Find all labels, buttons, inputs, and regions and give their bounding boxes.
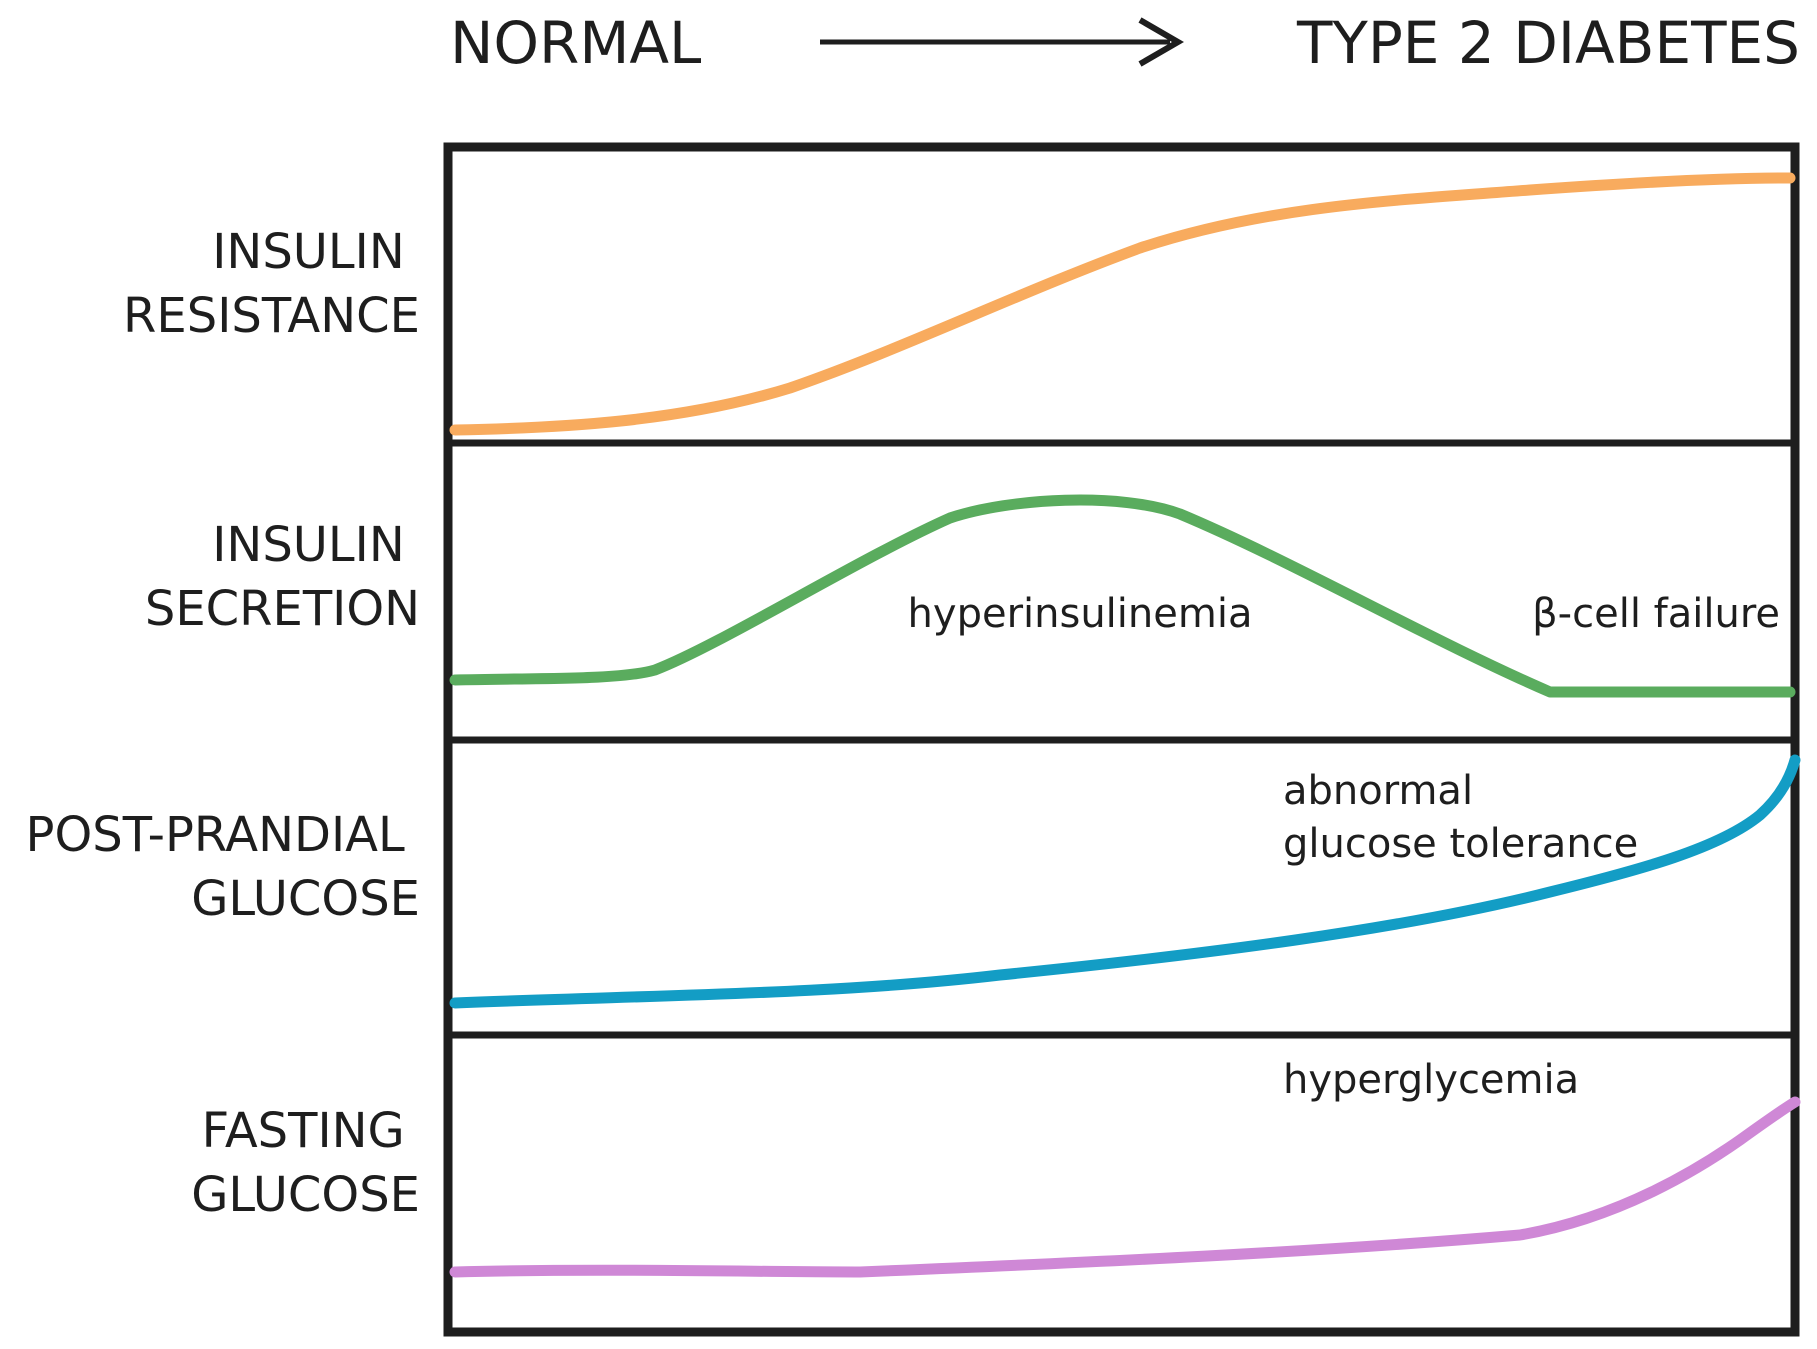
panel-frame: [443, 142, 1800, 1337]
annotation-hyperinsulinemia: hyperinsulinemia: [908, 591, 1253, 637]
curves: [449, 172, 1801, 1278]
fasting-glucose-curve: [449, 1096, 1801, 1278]
label-fasting-glucose: FASTING GLUCOSE: [191, 1103, 420, 1223]
annotation-hyperglycemia: hyperglycemia: [1283, 1057, 1579, 1103]
annotation-beta-cell-failure: β-cell failure: [1532, 591, 1780, 637]
label-insulin-secretion-line1: INSULIN: [212, 517, 404, 573]
label-insulin-resistance-line1: INSULIN: [212, 224, 404, 280]
label-insulin-resistance-line2: RESISTANCE: [123, 288, 420, 344]
row-labels: INSULIN RESISTANCE INSULIN SECRETION POS…: [26, 224, 420, 1223]
label-insulin-secretion-line2: SECRETION: [145, 581, 420, 637]
label-post-prandial-glucose-line1: POST-PRANDIAL: [26, 807, 405, 863]
label-post-prandial-glucose: POST-PRANDIAL GLUCOSE: [26, 807, 420, 927]
label-insulin-resistance: INSULIN RESISTANCE: [123, 224, 420, 344]
label-post-prandial-glucose-line2: GLUCOSE: [191, 871, 420, 927]
insulin-resistance-curve: [449, 172, 1796, 436]
label-fasting-glucose-line2: GLUCOSE: [191, 1167, 420, 1223]
label-insulin-secretion: INSULIN SECRETION: [145, 517, 420, 637]
label-fasting-glucose-line1: FASTING: [202, 1103, 405, 1159]
annotation-abnormal-line1: abnormal: [1283, 768, 1473, 814]
header-start-label: NORMAL: [450, 9, 701, 77]
header: NORMAL TYPE 2 DIABETES: [450, 9, 1800, 77]
progression-arrow-icon: [820, 17, 1184, 67]
post-prandial-glucose-curve: [449, 754, 1801, 1009]
annotations: hyperinsulinemia β-cell failure abnormal…: [908, 591, 1780, 1103]
header-end-label: TYPE 2 DIABETES: [1296, 9, 1800, 77]
annotation-abnormal-line2: glucose tolerance: [1283, 821, 1638, 867]
annotation-abnormal-glucose-tolerance: abnormal glucose tolerance: [1283, 768, 1638, 867]
insulin-secretion-curve: [449, 494, 1796, 698]
